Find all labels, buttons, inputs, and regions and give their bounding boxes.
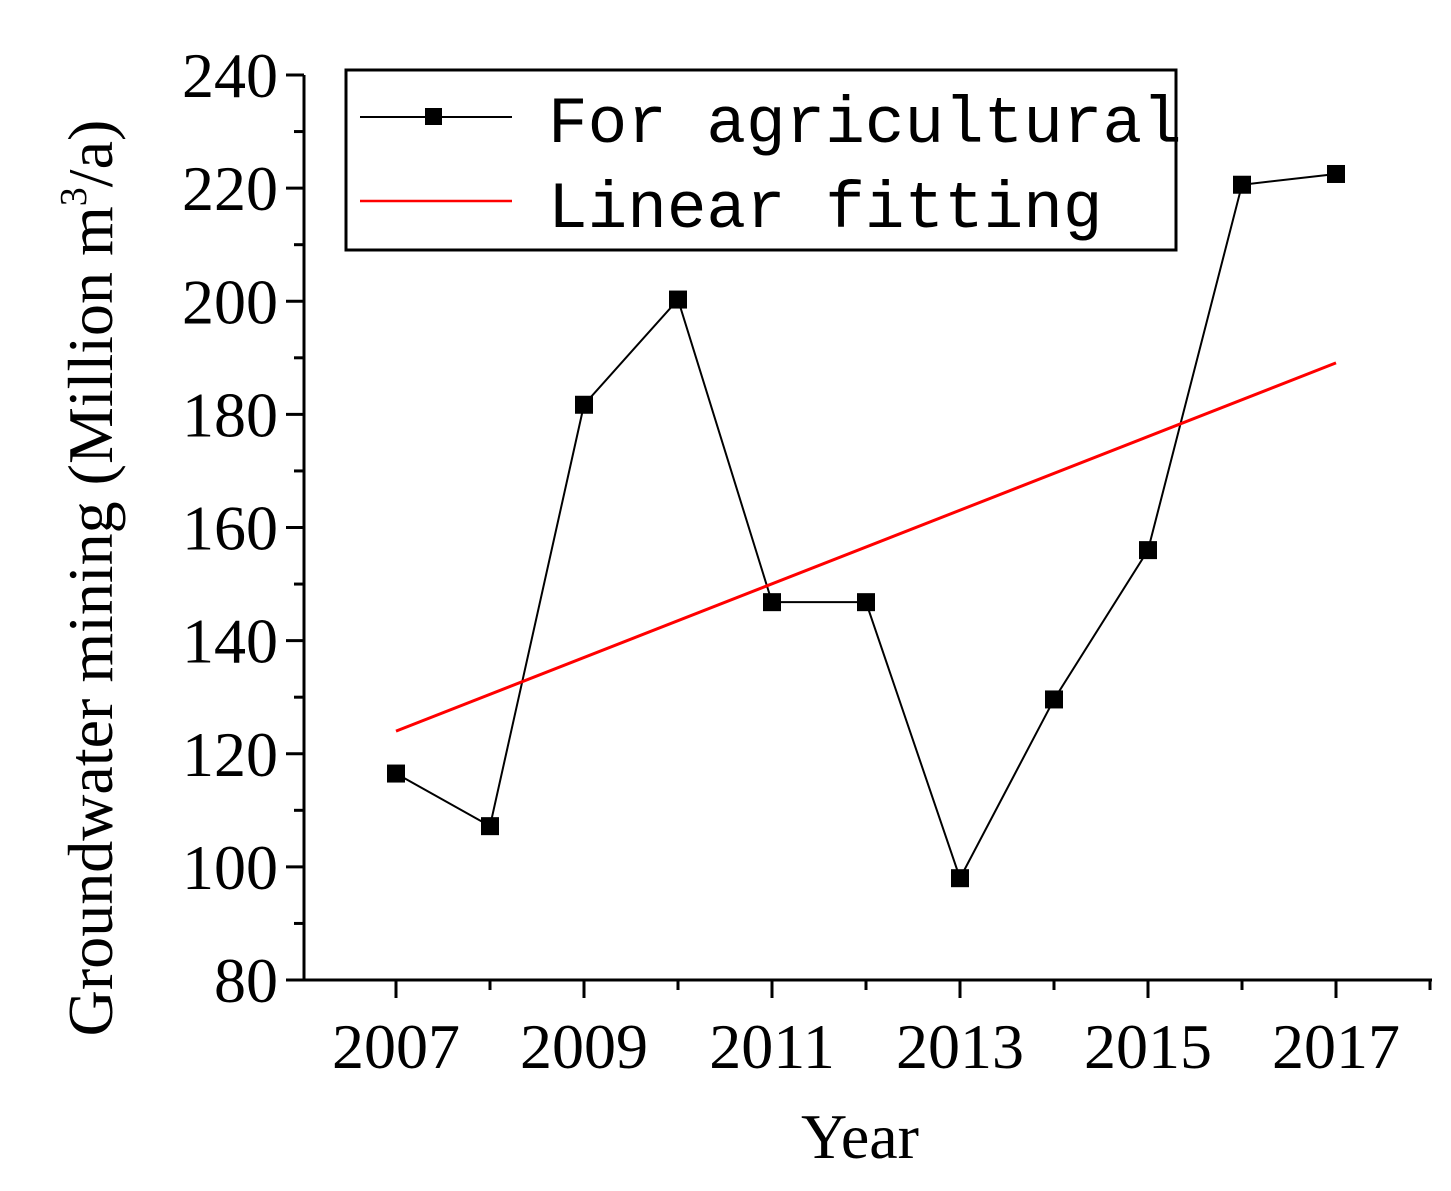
y-axis-title-superscript: 3 xyxy=(53,187,95,206)
x-tick-label: 2009 xyxy=(520,1011,648,1082)
data-point-2014 xyxy=(1045,690,1063,709)
y-tick-label: 180 xyxy=(182,379,278,450)
y-tick-label: 240 xyxy=(182,40,278,111)
legend-label-linear-fit: Linear fitting xyxy=(548,172,1103,247)
legend-box xyxy=(344,68,1178,252)
data-point-2013 xyxy=(951,869,969,888)
data-point-2017 xyxy=(1327,164,1345,183)
data-point-2007 xyxy=(387,764,405,783)
y-tick-label: 200 xyxy=(182,266,278,337)
x-tick-label: 2017 xyxy=(1272,1011,1400,1082)
linear-fit-line xyxy=(395,361,1337,733)
x-tick-label: 2015 xyxy=(1084,1011,1212,1082)
x-tick-label: 2007 xyxy=(332,1011,460,1082)
data-point-2012 xyxy=(857,593,875,612)
y-tick-label: 140 xyxy=(182,606,278,677)
y-axis-title-main: Groundwater mining (Million m xyxy=(55,206,126,1036)
x-ticks: 2007 2009 2011 2013 2015 2017 xyxy=(332,980,1432,1082)
data-point-2015 xyxy=(1139,541,1157,560)
legend-marker-agricultural xyxy=(425,108,442,125)
y-tick-label: 80 xyxy=(214,945,278,1016)
data-point-2008 xyxy=(481,817,499,836)
y-tick-label: 220 xyxy=(182,153,278,224)
y-tick-label: 160 xyxy=(182,493,278,564)
legend: For agricultural Linear fitting xyxy=(344,68,1182,252)
x-tick-label: 2011 xyxy=(709,1011,835,1082)
series-layer xyxy=(387,164,1345,888)
legend-label-agricultural: For agricultural xyxy=(548,87,1182,162)
data-point-2016 xyxy=(1233,175,1251,194)
x-axis-title: Year xyxy=(801,1101,919,1172)
y-tick-label: 120 xyxy=(182,719,278,790)
x-tick-label: 2013 xyxy=(896,1011,1024,1082)
y-axis-title: Groundwater mining (Million m3/a) xyxy=(53,120,126,1037)
y-axis-title-suffix: /a) xyxy=(55,120,126,188)
y-ticks: 80 100 120 140 160 180 200 220 240 xyxy=(182,40,304,1016)
data-point-2011 xyxy=(763,593,781,612)
series-line-agricultural xyxy=(395,172,1337,881)
y-tick-label: 100 xyxy=(182,832,278,903)
data-point-2009 xyxy=(575,395,593,414)
data-point-2010 xyxy=(669,290,687,309)
